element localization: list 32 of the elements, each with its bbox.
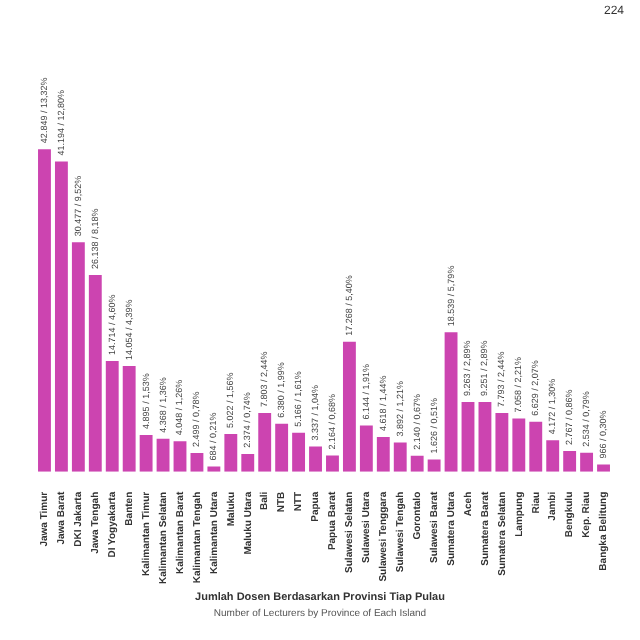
bar (38, 149, 51, 472)
bar (309, 446, 322, 472)
bar (393, 442, 407, 472)
bar (173, 441, 187, 472)
bar (54, 161, 68, 472)
bar (512, 418, 526, 472)
bar (529, 421, 543, 472)
bar (105, 360, 119, 472)
bar (275, 423, 289, 472)
bar (241, 453, 255, 472)
bar (156, 438, 170, 472)
bar (495, 413, 509, 472)
bar (597, 464, 610, 472)
bar (122, 365, 136, 472)
bar (580, 452, 594, 472)
bar (88, 274, 102, 472)
bar (461, 402, 475, 472)
bar (563, 450, 577, 472)
bar (376, 436, 390, 472)
bar (71, 242, 85, 472)
bar (224, 433, 238, 472)
bar (326, 455, 339, 472)
bar (342, 341, 356, 472)
bar (427, 459, 441, 472)
bar (410, 455, 424, 472)
bar (292, 432, 306, 472)
bar (444, 332, 458, 472)
bar (359, 425, 373, 472)
bar (139, 434, 153, 472)
bar (258, 413, 272, 472)
bar (478, 402, 492, 472)
bar (546, 440, 560, 472)
